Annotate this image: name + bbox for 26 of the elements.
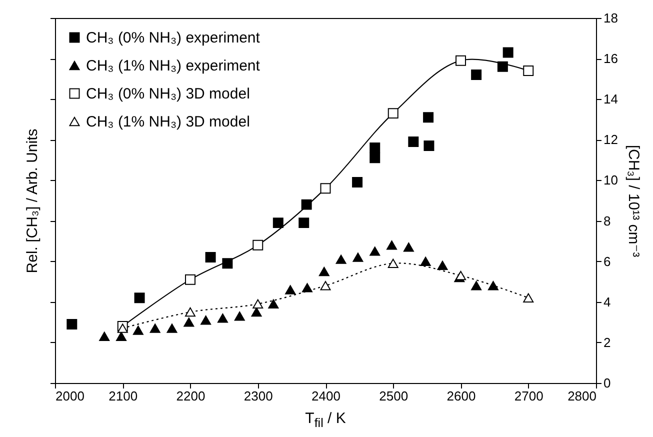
x-tick-label: 2400 — [312, 388, 340, 404]
x-tick-label: 2600 — [446, 388, 476, 404]
legend-label: CH₃ (1% NH₃) experiment — [86, 58, 261, 74]
y-axis-title: Rel. [CH₃] / Arb. Units — [24, 128, 41, 274]
y2-tick-label: 0 — [604, 376, 611, 390]
x-axis-title: T$_{fil}$ / K — [304, 410, 347, 430]
x-tick-label: 2700 — [514, 388, 544, 404]
y2-tick-label: 14 — [604, 92, 618, 107]
y2-tick-label: 12 — [604, 132, 618, 148]
x-tick-label: 2800 — [568, 388, 596, 404]
x-tick-label: 2500 — [379, 388, 408, 404]
y2-tick-label: 2 — [604, 334, 611, 350]
y2-axis-title: [CH₃] / 10¹³ cm⁻³ — [624, 144, 642, 258]
y2-tick-label: 18 — [604, 10, 618, 26]
y2-tick-label: 4 — [604, 294, 611, 310]
legend-label: CH₃ (0% NH₃) 3D model — [86, 86, 250, 102]
x-tick-label: 2100 — [108, 388, 138, 404]
y2-tick-label: 16 — [604, 51, 618, 66]
legend-label: CH₃ (1% NH₃) 3D model — [86, 114, 250, 130]
x-tick-label: 2000 — [56, 388, 84, 404]
y2-tick-label: 10 — [604, 172, 618, 188]
y2-tick-label: 8 — [604, 213, 611, 228]
legend-label: CH₃ (0% NH₃) experiment — [86, 30, 261, 46]
y2-tick-label: 6 — [604, 254, 611, 269]
x-tick-label: 2200 — [176, 388, 206, 404]
x-tick-label: 2300 — [244, 388, 273, 404]
